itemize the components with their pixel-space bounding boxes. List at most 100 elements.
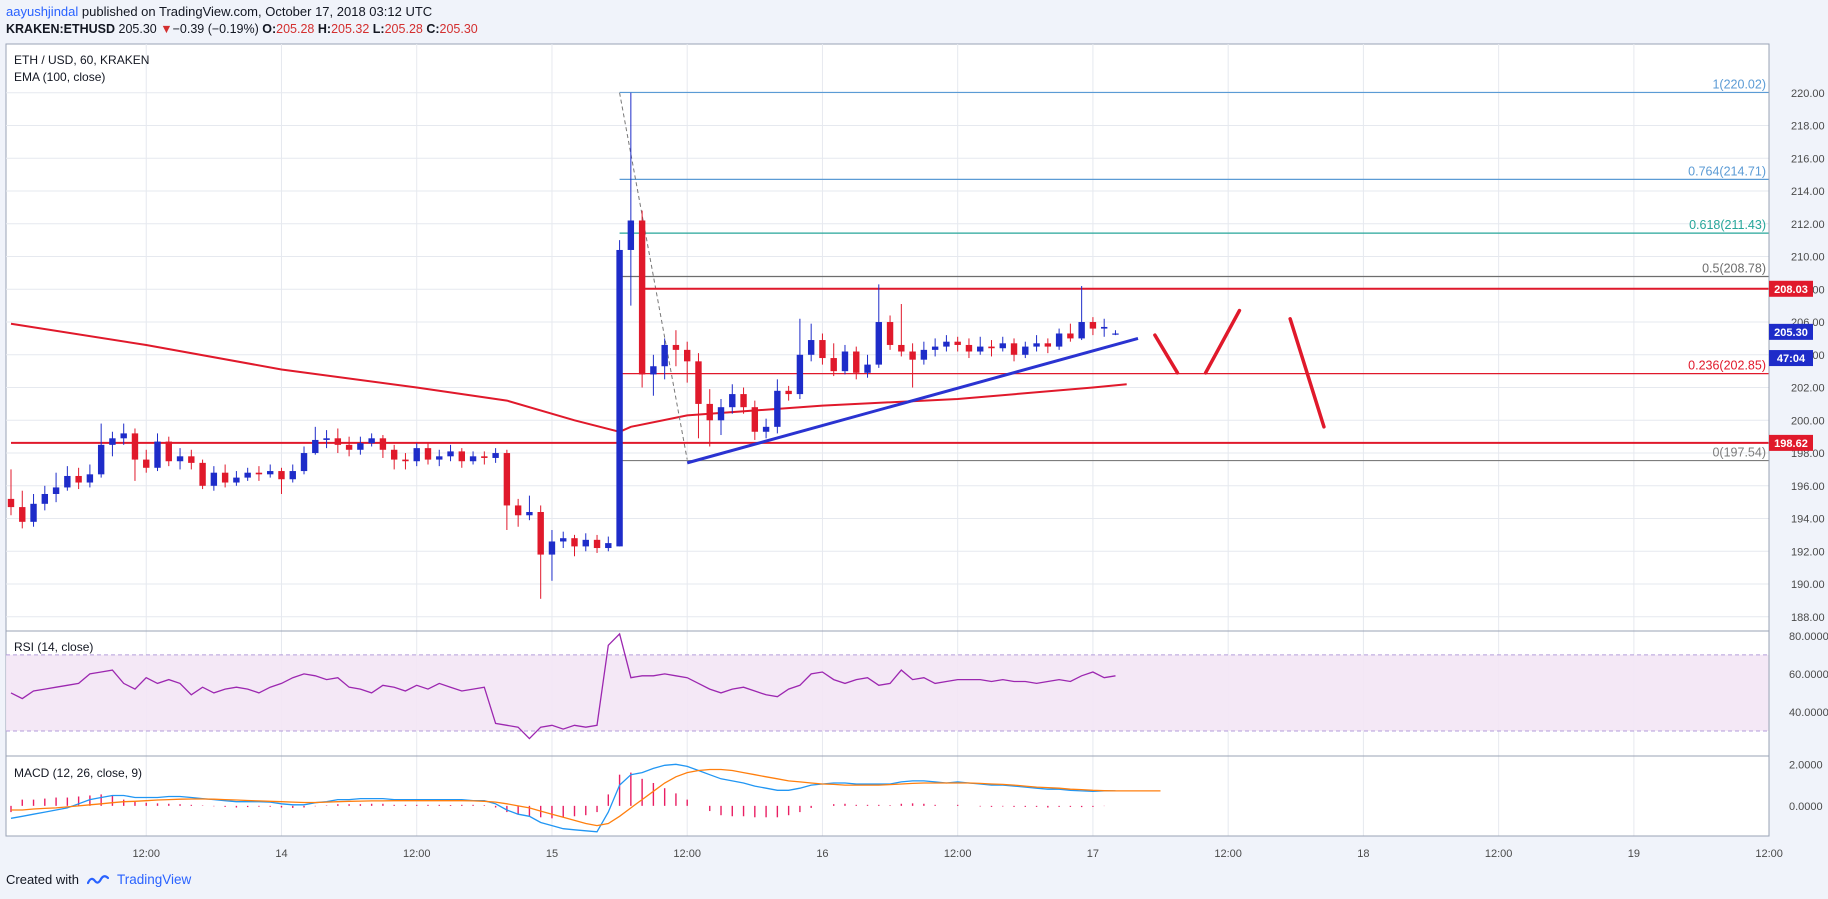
candle-body [41, 493, 49, 504]
candle-body [627, 220, 635, 250]
candle-body [830, 358, 837, 372]
candle-body [1089, 322, 1097, 329]
rsi-pane[interactable] [6, 632, 1769, 740]
y-tick-label: 188.00 [1791, 612, 1825, 624]
candle-body [650, 366, 657, 375]
projection-line [1288, 317, 1326, 429]
y-tick-label: 216.00 [1791, 153, 1825, 165]
candle-body [954, 341, 961, 345]
x-tick-label: 12:00 [1485, 848, 1513, 860]
candle-body [785, 390, 792, 395]
author-link[interactable]: aayushjindal [6, 4, 79, 19]
macd-line [10, 763, 1116, 833]
rsi-tick-label: 80.0000 [1789, 631, 1828, 643]
candle-body [267, 471, 274, 475]
candle-body [717, 407, 725, 421]
candle-body [762, 426, 770, 432]
candle-body [965, 344, 973, 352]
high-value: 205.32 [331, 22, 370, 36]
candle-body [1100, 326, 1108, 329]
y-tick-label: 220.00 [1791, 88, 1825, 100]
fib-level-label: 0.618(211.43) [1689, 218, 1766, 232]
candle-body [977, 346, 984, 352]
candle-body [368, 438, 375, 444]
close-value: 205.30 [439, 22, 478, 36]
candle-body [920, 349, 928, 360]
candle-body [492, 453, 499, 458]
candle-body [695, 361, 702, 404]
x-tick-label: 18 [1357, 848, 1369, 860]
candle-body [379, 438, 387, 450]
candle-body [1112, 333, 1119, 335]
publish-header: aayushjindal published on TradingView.co… [6, 4, 432, 19]
price-tag-label: 208.03 [1774, 284, 1808, 296]
macd-tick-label: 0.0000 [1789, 801, 1823, 813]
tradingview-link[interactable]: TradingView [116, 872, 192, 887]
y-tick-label: 194.00 [1791, 514, 1825, 526]
candle-body [999, 343, 1006, 349]
candle-body [7, 498, 15, 508]
candle-body [334, 438, 342, 445]
candle-body [424, 448, 432, 460]
y-tick-label: 218.00 [1791, 121, 1825, 133]
candle-body [109, 438, 116, 445]
candle-body [52, 487, 60, 494]
chart-title: ETH / USD, 60, KRAKEN [14, 53, 149, 67]
candle-body [853, 351, 860, 373]
candle-body [19, 507, 26, 522]
rsi-line [10, 632, 1116, 740]
price-tag [1769, 323, 1813, 340]
candle-body [514, 505, 522, 516]
candle-body [503, 453, 511, 506]
rsi-legend: RSI (14, close) [14, 640, 93, 654]
candle-body [841, 351, 849, 372]
y-tick-label: 200.00 [1791, 415, 1825, 427]
y-tick-label: 202.00 [1791, 383, 1825, 395]
candle-body [571, 538, 578, 547]
candle-body [233, 477, 240, 483]
candle-body [560, 538, 567, 542]
candle-body [796, 354, 804, 395]
candle-body [64, 475, 71, 488]
candle-body [244, 472, 251, 478]
candle-body [255, 472, 263, 475]
macd-pane[interactable] [10, 763, 1161, 833]
price-tag-label: 198.62 [1774, 438, 1808, 450]
candle-body [774, 390, 781, 427]
signal-line [11, 768, 1161, 827]
candle-body [97, 444, 105, 475]
fib-level-label: 0.764(214.71) [1688, 164, 1766, 178]
open-value: 205.28 [276, 22, 315, 36]
footer: Created with TradingView [6, 872, 191, 887]
candle-body [605, 543, 612, 549]
x-tick-label: 12:00 [403, 848, 431, 860]
candle-body [1022, 346, 1029, 355]
candle-body [436, 456, 443, 460]
tradingview-logo-icon [86, 874, 110, 886]
price-pane[interactable]: 1(220.02) 0.764(214.71) 0.618(211.43) 0.5(2… [7, 77, 1769, 599]
x-tick-label: 12:00 [1214, 848, 1242, 860]
candle-body [1078, 322, 1085, 339]
candle-body [143, 459, 150, 468]
fib-anchor-line [619, 92, 688, 460]
candle-body [469, 456, 477, 462]
candle-body [30, 503, 37, 522]
candle-body [661, 344, 668, 367]
candle-body [1067, 333, 1074, 339]
candle-body [988, 346, 995, 349]
x-tick-label: 12:00 [1755, 848, 1783, 860]
projection-line [1153, 333, 1180, 375]
y-tick-label: 192.00 [1791, 546, 1825, 558]
candle-body [481, 456, 488, 458]
price-tag-label: 47:04 [1777, 353, 1806, 365]
macd-legend: MACD (12, 26, close, 9) [14, 766, 142, 780]
x-tick-label: 16 [816, 848, 828, 860]
rsi-tick-label: 60.0000 [1789, 669, 1828, 681]
high-label: H: [317, 22, 332, 36]
x-tick-label: 12:00 [673, 848, 701, 860]
candle-body [312, 439, 319, 454]
x-tick-label: 19 [1628, 848, 1640, 860]
x-tick-label: 12:00 [944, 848, 972, 860]
y-tick-label: 214.00 [1791, 186, 1825, 198]
